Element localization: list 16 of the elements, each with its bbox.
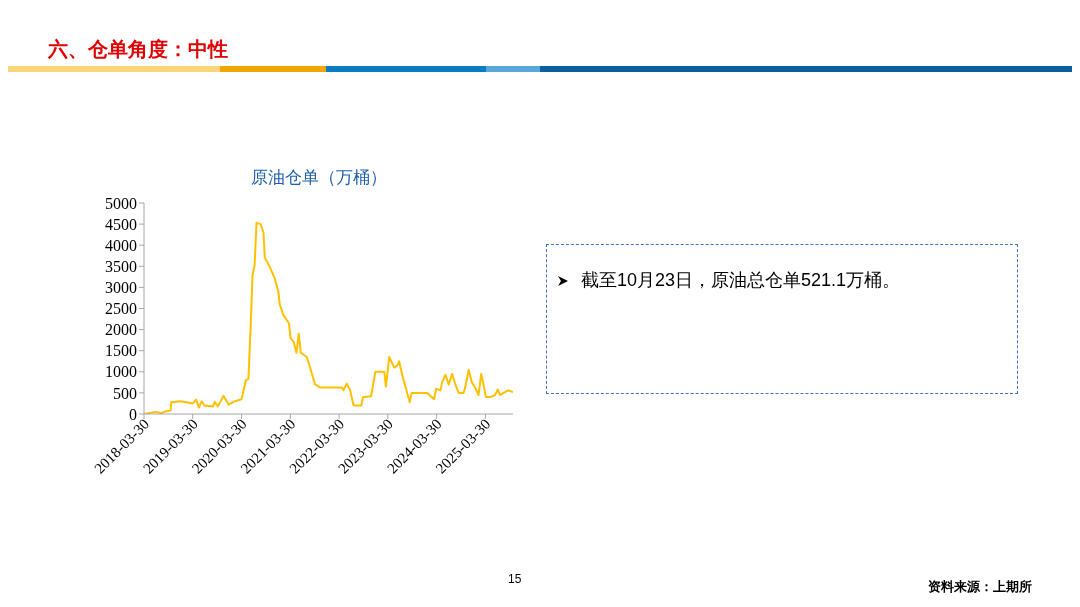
text: 资料来源：上期所 bbox=[928, 578, 1032, 596]
y-tick-label: 3500 bbox=[105, 257, 137, 275]
y-tick-label: 500 bbox=[113, 384, 137, 402]
y-tick-label: 0 bbox=[129, 405, 137, 423]
y-tick-label: 3000 bbox=[105, 279, 137, 297]
y-tick-label: 4000 bbox=[105, 236, 137, 254]
y-tick-label: 1500 bbox=[105, 342, 137, 360]
y-tick-label: 4500 bbox=[105, 215, 137, 233]
y-tick-label: 2500 bbox=[105, 300, 137, 318]
text: 15 bbox=[508, 572, 522, 586]
y-tick-label: 2000 bbox=[105, 321, 137, 339]
text: 六、仓单角度：中性 bbox=[48, 37, 228, 62]
y-tick-label: 5000 bbox=[105, 194, 137, 212]
text: 截至10月23日，原油总仓单521.1万桶。 bbox=[546, 244, 1018, 394]
y-tick-label: 1000 bbox=[105, 363, 137, 381]
chart-title: 原油仓单（万桶） bbox=[249, 167, 388, 189]
